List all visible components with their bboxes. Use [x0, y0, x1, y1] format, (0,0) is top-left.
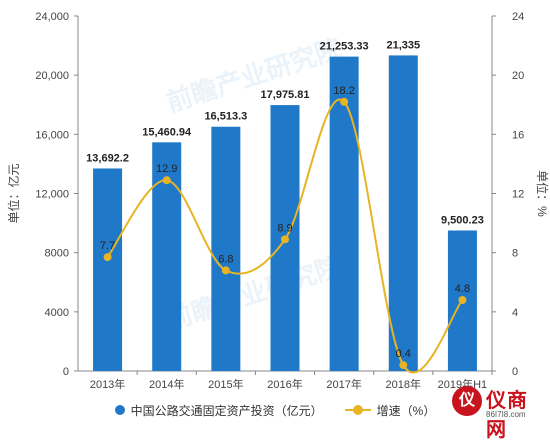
- bar: [93, 168, 123, 371]
- y-right-tick-label: 8: [512, 248, 518, 260]
- bar-value-label: 16,513.3: [204, 111, 247, 123]
- y-axis-right-title: 单位：%: [535, 170, 550, 217]
- legend-item-investment[interactable]: 中国公路交通固定资产投资（亿元）: [114, 402, 323, 419]
- legend-line-marker: [344, 405, 371, 415]
- watermark-text: 前瞻产业研究院: [163, 33, 345, 118]
- y-right-tick-label: 24: [512, 11, 524, 23]
- x-tick-label: 2013年: [90, 377, 125, 391]
- bar-value-label: 17,975.81: [261, 89, 310, 101]
- watermark-logo-url: 86I7I8.com: [486, 410, 526, 419]
- legend-label-growth: 增速（%）: [376, 403, 436, 418]
- legend: 中国公路交通固定资产投资（亿元） 增速（%）: [0, 400, 550, 420]
- growth-point: [399, 361, 408, 370]
- y-right-tick-label: 0: [512, 366, 518, 378]
- bar: [329, 56, 359, 371]
- bar-value-label: 15,460.94: [142, 126, 192, 138]
- watermark-logo-icon: 仪: [452, 386, 482, 416]
- growth-value-label: 8.9: [277, 222, 292, 234]
- legend-bar-marker: [114, 405, 125, 415]
- bar-value-label: 9,500.23: [441, 214, 484, 226]
- y-axis-left-title: 单位：亿元: [6, 163, 21, 223]
- x-tick-label: 2014年: [149, 377, 184, 391]
- growth-point: [281, 235, 289, 244]
- watermark-text: 前瞻产业研究院: [163, 251, 345, 336]
- growth-value-label: 7.7: [100, 240, 115, 252]
- growth-value-label: 12.9: [156, 163, 177, 175]
- growth-point: [458, 296, 467, 304]
- x-tick-label: 2018年: [386, 377, 421, 391]
- y-right-tick-label: 16: [512, 129, 524, 141]
- legend-item-growth[interactable]: 增速（%）: [344, 402, 436, 419]
- growth-value-label: 18.2: [333, 85, 354, 97]
- growth-value-label: 6.8: [218, 253, 233, 265]
- bar-value-label: 13,692.2: [86, 152, 129, 164]
- growth-point: [162, 176, 171, 185]
- growth-point: [103, 253, 112, 262]
- bar-value-label: 21,335: [386, 39, 420, 51]
- y-left-tick-label: 16,000: [35, 129, 69, 141]
- watermark-logo: 仪 仪商网 86I7I8.com: [448, 384, 548, 441]
- y-left-tick-label: 24,000: [35, 11, 69, 23]
- bar: [211, 126, 241, 371]
- y-left-tick-label: 12,000: [35, 189, 69, 201]
- y-right-tick-label: 20: [512, 70, 524, 82]
- growth-value-label: 0.4: [396, 348, 411, 360]
- bar: [388, 55, 418, 371]
- y-left-tick-label: 0: [63, 366, 69, 378]
- y-right-tick-label: 4: [512, 307, 518, 319]
- x-tick-label: 2016年: [267, 377, 302, 391]
- growth-point: [340, 97, 349, 106]
- growth-value-label: 4.8: [455, 283, 470, 295]
- bar-value-label: 21,253.33: [320, 41, 369, 53]
- y-right-tick-label: 12: [512, 189, 524, 201]
- x-tick-label: 2015年: [208, 377, 243, 391]
- growth-point: [221, 266, 230, 275]
- x-tick-label: 2017年: [326, 377, 361, 391]
- y-left-tick-label: 4000: [45, 307, 69, 319]
- y-left-tick-label: 20,000: [35, 70, 69, 82]
- y-left-tick-label: 8000: [45, 248, 69, 260]
- legend-label-investment: 中国公路交通固定资产投资（亿元）: [130, 403, 323, 418]
